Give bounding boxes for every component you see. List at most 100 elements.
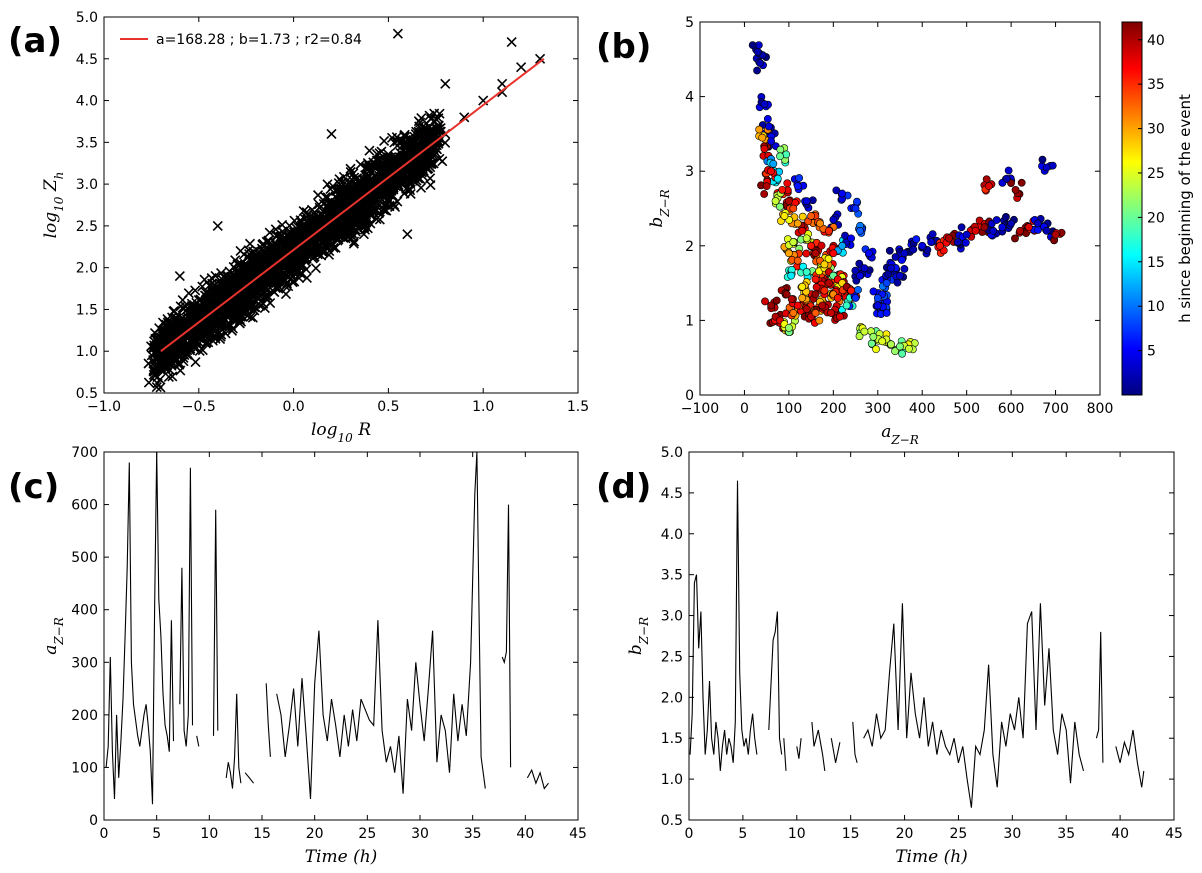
scatter-marker xyxy=(312,190,324,201)
series-line-segment xyxy=(783,738,787,771)
scatter-point xyxy=(912,235,921,244)
scatter-marker xyxy=(401,175,412,186)
y-tick-label: 2 xyxy=(685,239,694,255)
x-tick-label: 0.0 xyxy=(282,399,304,415)
scatter-point xyxy=(873,294,882,302)
scatter-point xyxy=(771,197,780,205)
scatter-point xyxy=(832,186,841,195)
x-tick-label: 40 xyxy=(516,826,534,842)
scatter-point xyxy=(936,241,944,250)
scatter-point xyxy=(833,294,842,302)
y-tick-label: 600 xyxy=(71,498,98,514)
scatter-point xyxy=(1004,166,1013,175)
scatter-marker xyxy=(410,166,421,177)
fit-line xyxy=(160,57,545,353)
scatter-point xyxy=(855,332,864,341)
scatter-marker xyxy=(151,334,162,345)
scatter-point xyxy=(971,226,980,235)
panel-label-d: (d) xyxy=(596,467,651,507)
scatter-point xyxy=(856,271,864,280)
panel-label-a: (a) xyxy=(8,21,62,61)
scatter-marker xyxy=(166,356,177,367)
x-tick-label: 30 xyxy=(1003,826,1021,842)
scatter-marker xyxy=(212,300,223,311)
scatter-point xyxy=(760,190,769,198)
scatter-point xyxy=(802,305,811,314)
scatter-marker xyxy=(392,173,404,184)
scatter-point xyxy=(817,241,826,250)
scatter-marker xyxy=(322,200,333,211)
series-line-segment xyxy=(265,683,271,757)
scatter-point xyxy=(1042,163,1051,172)
scatter-point xyxy=(860,264,869,273)
scatter-point xyxy=(769,159,778,168)
scatter-marker xyxy=(359,222,370,233)
scatter-point xyxy=(798,282,807,291)
scatter-point xyxy=(762,182,771,191)
x-tick-label: 25 xyxy=(950,826,968,842)
scatter-point xyxy=(811,309,820,317)
scatter-marker xyxy=(225,271,237,283)
scatter-marker xyxy=(336,186,347,197)
x-tick-label: 35 xyxy=(464,826,482,842)
scatter-point xyxy=(1024,223,1033,232)
colorbar-tick-label: 25 xyxy=(1147,166,1165,182)
x-tick-label: 30 xyxy=(411,826,429,842)
y-tick-label: 100 xyxy=(71,760,98,776)
scatter-marker xyxy=(174,270,185,282)
x-tick-label: −0.5 xyxy=(182,399,216,415)
scatter-point xyxy=(829,215,838,224)
scatter-marker xyxy=(301,272,312,283)
scatter-point xyxy=(1007,219,1016,228)
series-line-segment xyxy=(105,452,175,805)
scatter-marker xyxy=(383,174,394,185)
plot-area-b xyxy=(748,41,1066,358)
x-tick-label: 0 xyxy=(100,826,109,842)
scatter-marker xyxy=(379,135,390,147)
scatter-marker xyxy=(151,381,162,393)
scatter-point xyxy=(864,249,873,258)
scatter-point xyxy=(787,271,796,280)
scatter-marker xyxy=(234,314,245,325)
series-line-segment xyxy=(1115,729,1145,788)
scatter-point xyxy=(854,285,862,294)
y-tick-label: 3.5 xyxy=(76,135,98,151)
x-tick-label: 45 xyxy=(569,826,587,842)
scatter-marker xyxy=(310,214,321,225)
scatter-point xyxy=(900,249,909,258)
series-line-segment xyxy=(830,738,841,763)
x-tick-label: −100 xyxy=(681,401,719,417)
scatter-point xyxy=(927,238,936,246)
scatter-marker xyxy=(392,28,403,39)
scatter-marker xyxy=(379,204,390,215)
scatter-point xyxy=(760,100,769,108)
scatter-point xyxy=(818,301,827,310)
scatter-marker xyxy=(187,333,198,344)
x-tick-label: 0 xyxy=(740,401,749,417)
scatter-marker xyxy=(334,174,345,185)
scatter-marker xyxy=(350,174,361,185)
series-line-segment xyxy=(196,735,200,747)
scatter-point xyxy=(1002,213,1010,221)
scatter-marker xyxy=(429,129,440,141)
scatter-point xyxy=(793,219,802,228)
x-tick-label: 40 xyxy=(1111,826,1129,842)
scatter-point xyxy=(773,174,782,183)
x-tick-label: 400 xyxy=(909,401,936,417)
x-tick-label: 0 xyxy=(685,826,694,842)
scatter-point xyxy=(820,260,829,269)
scatter-point xyxy=(838,189,847,198)
scatter-point xyxy=(851,294,860,302)
scatter-marker xyxy=(226,325,238,336)
y-tick-label: 400 xyxy=(71,603,98,619)
scatter-point xyxy=(784,197,793,205)
scatter-point xyxy=(989,226,998,235)
scatter-point xyxy=(753,47,762,56)
scatter-marker xyxy=(385,152,396,163)
scatter-marker xyxy=(154,356,165,367)
scatter-marker xyxy=(190,285,201,296)
scatter-point xyxy=(998,223,1007,232)
scatter-point xyxy=(885,246,894,255)
y-tick-label: 2.5 xyxy=(661,649,683,665)
scatter-marker xyxy=(201,322,212,333)
